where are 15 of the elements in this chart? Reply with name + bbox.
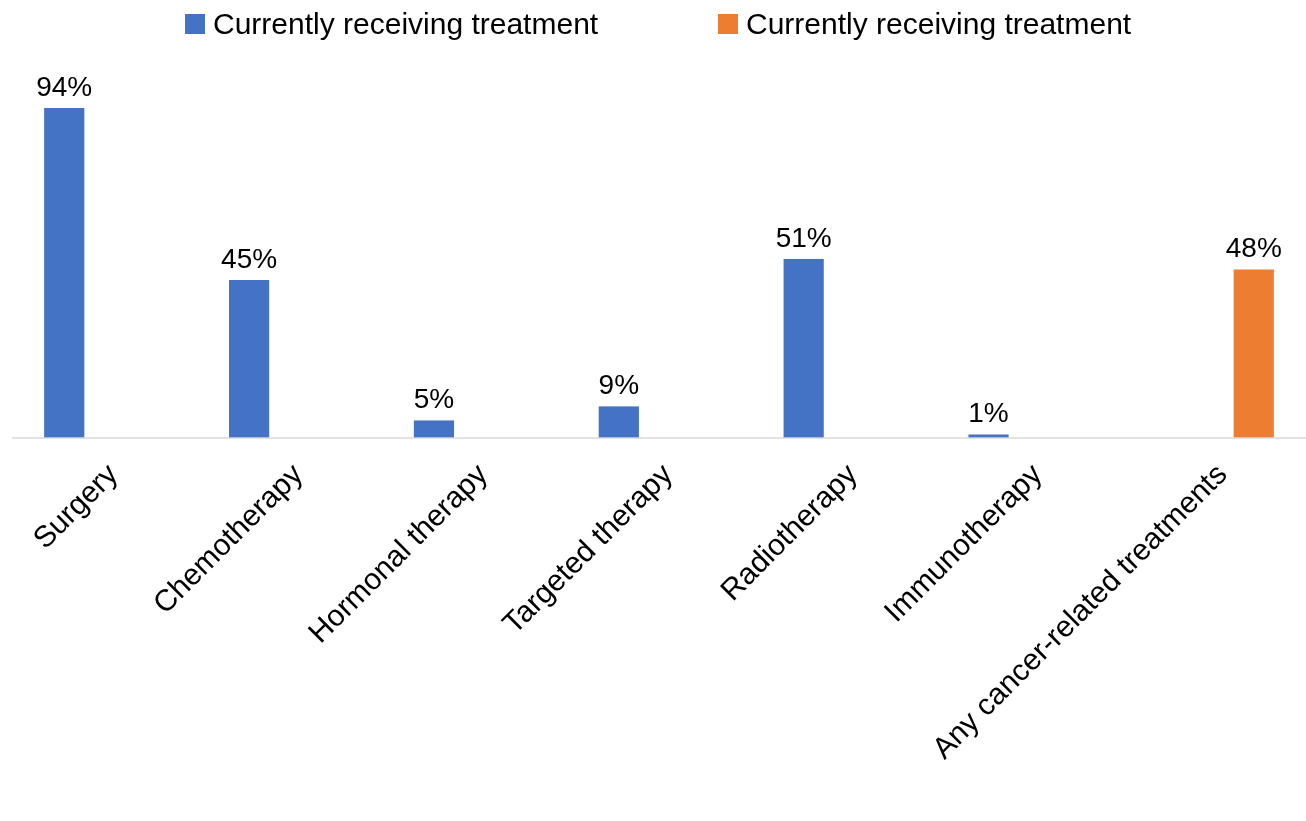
data-label: 51% [775, 221, 832, 253]
data-label: 45% [221, 243, 278, 275]
legend-label: Currently receiving treatment [213, 7, 599, 40]
data-label: 1% [968, 397, 1009, 429]
data-label: 5% [413, 383, 455, 415]
data-label: 9% [598, 369, 640, 401]
bar [1233, 269, 1274, 438]
bar [413, 420, 455, 438]
bar [598, 406, 639, 438]
data-label: 94% [36, 71, 93, 102]
bar [783, 258, 824, 438]
legend-label: Currently receiving treatment [746, 7, 1132, 40]
bar [44, 108, 85, 438]
bar [229, 280, 270, 438]
data-label: 48% [1225, 232, 1282, 264]
